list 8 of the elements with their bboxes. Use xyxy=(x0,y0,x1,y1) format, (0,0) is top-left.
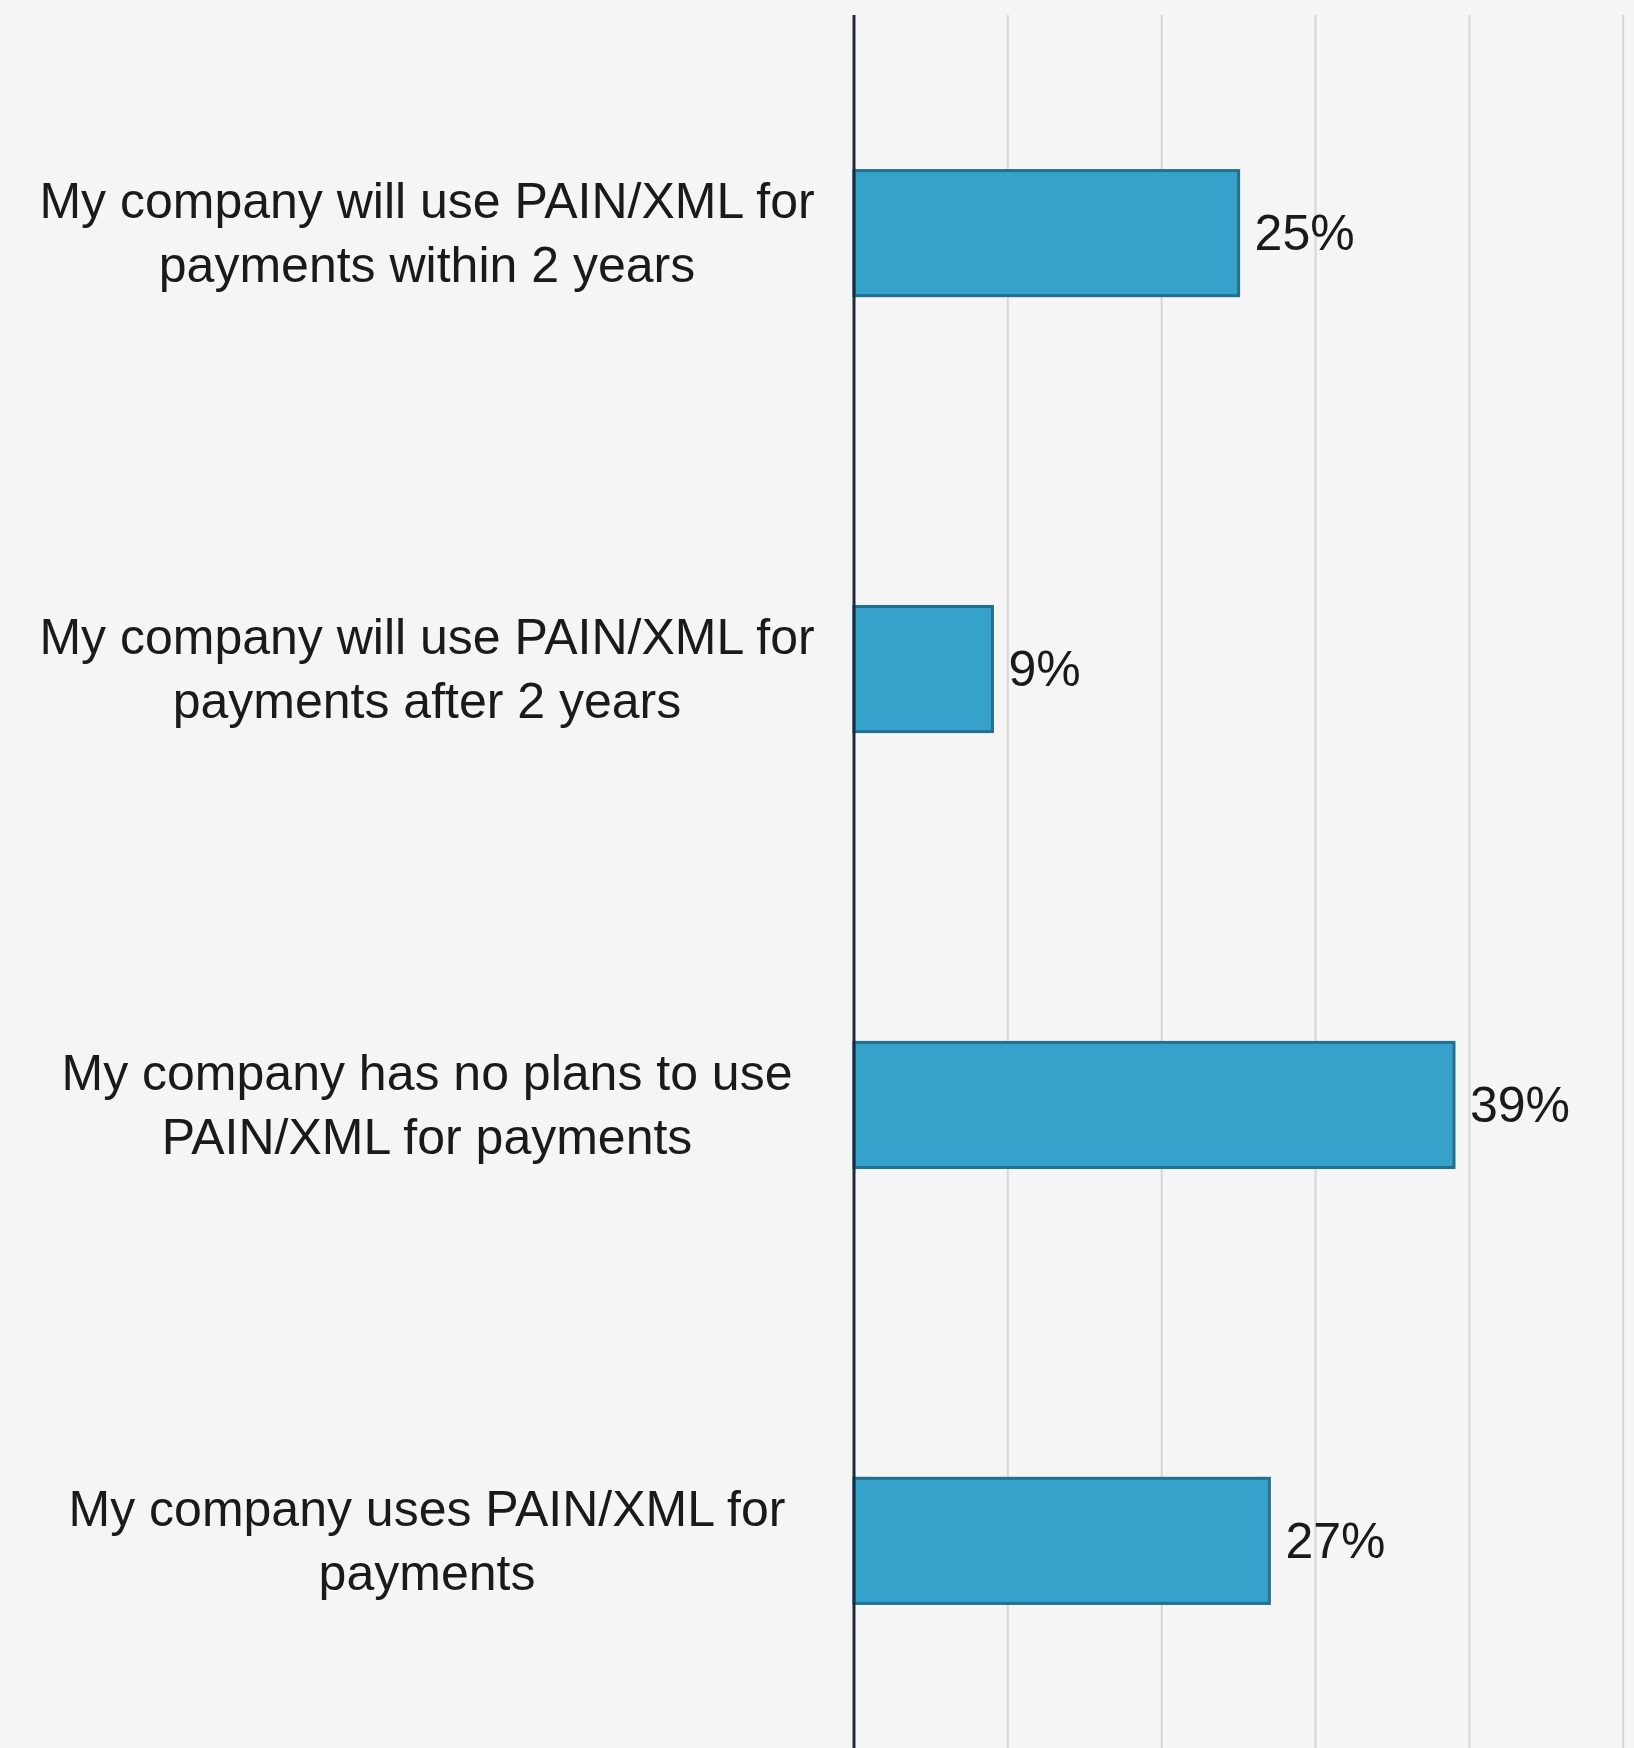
y-tick-label: My company will use PAIN/XML for payments within 2 years xyxy=(39,173,815,294)
data-label: 25% xyxy=(1254,205,1355,262)
y-tick-label: My company uses PAIN/XML for payments xyxy=(68,1480,786,1601)
data-label: 9% xyxy=(1008,641,1081,698)
y-tick-label: My company will use PAIN/XML for payments after 2 years xyxy=(39,609,815,730)
y-tick-label: My company has no plans to use PAIN/XML for payments xyxy=(61,1044,793,1165)
data-label: 39% xyxy=(1470,1076,1571,1133)
data-label: 27% xyxy=(1285,1512,1386,1569)
